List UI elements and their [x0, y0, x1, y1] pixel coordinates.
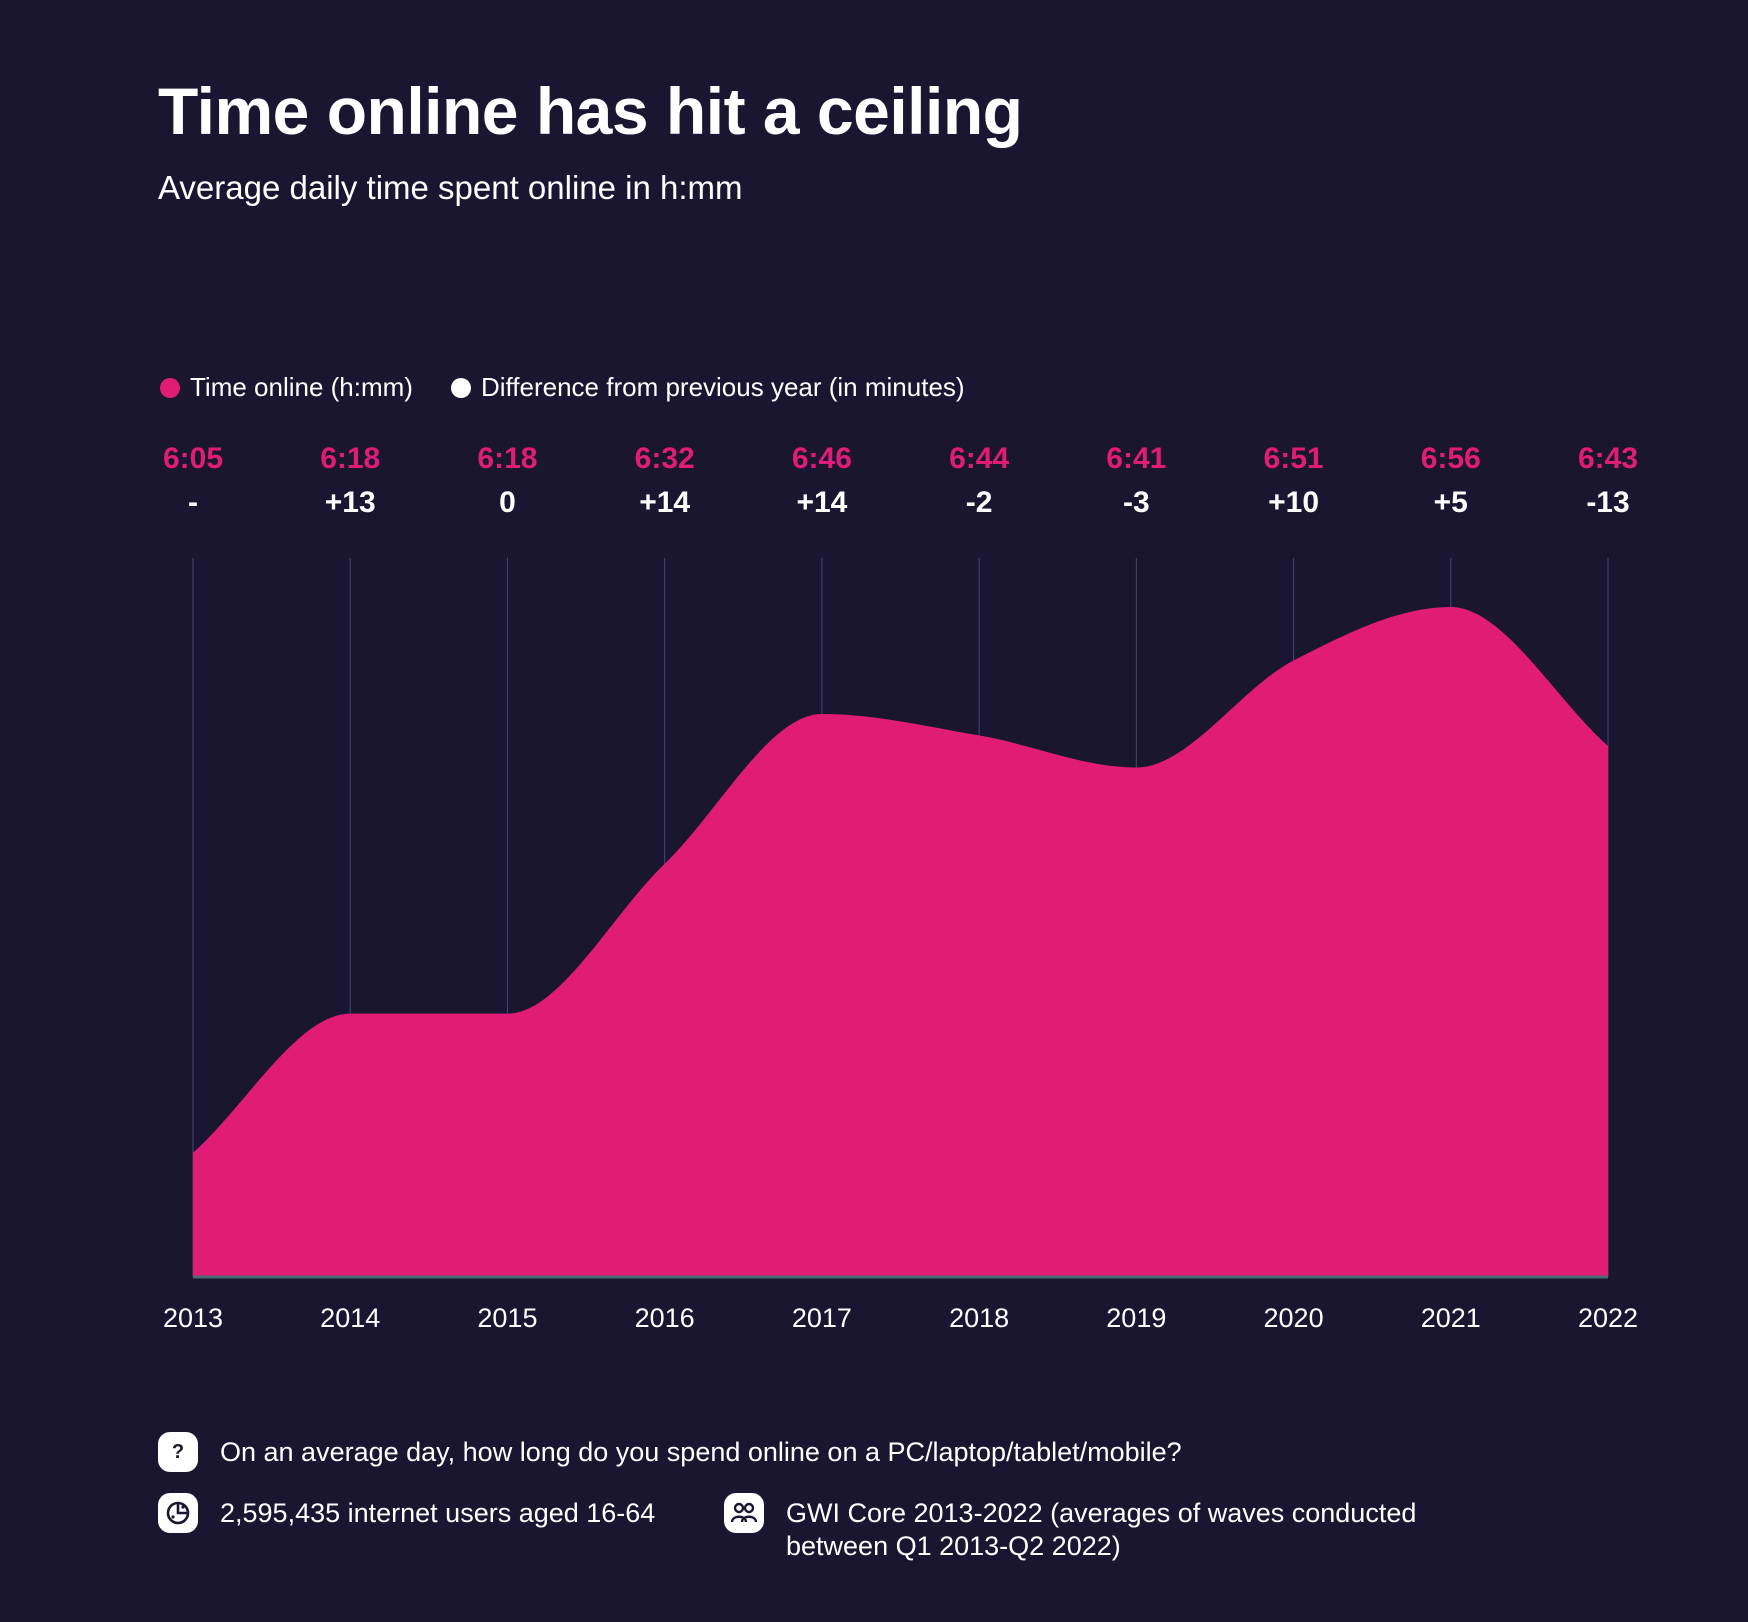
difference-label-2015: 0: [499, 486, 516, 519]
difference-label-2020: +10: [1268, 486, 1319, 519]
legend-label-time-online: Time online (h:mm): [190, 372, 413, 402]
x-tick-label-2018: 2018: [949, 1303, 1009, 1333]
data-source-line-2: between Q1 2013-Q2 2022): [786, 1531, 1121, 1561]
difference-label-2014: +13: [325, 486, 376, 519]
value-label-2020: 6:51: [1264, 442, 1324, 475]
value-label-2015: 6:18: [477, 442, 537, 475]
sample-size: 2,595,435 internet users aged 16-64: [158, 1493, 656, 1533]
difference-label-2021: +5: [1434, 486, 1468, 519]
difference-label-2013: -: [188, 486, 198, 519]
area-time-online: [193, 607, 1608, 1277]
people-icon: [724, 1493, 764, 1533]
legend-item-time-online: Time online (h:mm): [160, 372, 413, 403]
value-label-2013: 6:05: [163, 442, 223, 475]
data-source-line-1: GWI Core 2013-2022 (averages of waves co…: [786, 1498, 1417, 1528]
value-label-2022: 6:43: [1578, 442, 1638, 475]
legend-swatch-difference: [450, 377, 471, 398]
legend-swatch-time-online: [160, 377, 180, 398]
x-tick-label-2013: 2013: [163, 1303, 223, 1333]
x-tick-label-2014: 2014: [320, 1303, 380, 1333]
difference-label-2019: -3: [1123, 486, 1150, 519]
difference-label-2018: -2: [966, 486, 993, 519]
value-label-2017: 6:46: [792, 442, 852, 475]
x-tick-label-2019: 2019: [1106, 1303, 1166, 1333]
globe-icon: [158, 1493, 198, 1533]
legend: Time online (h:mm) Difference from previ…: [160, 372, 965, 403]
x-tick-label-2017: 2017: [792, 1303, 852, 1333]
x-tick-label-2016: 2016: [635, 1303, 695, 1333]
difference-label-2017: +14: [796, 486, 847, 519]
x-tick-label-2022: 2022: [1578, 1303, 1638, 1333]
legend-item-difference: Difference from previous year (in minute…: [450, 372, 965, 403]
value-label-2021: 6:56: [1421, 442, 1481, 475]
value-label-2018: 6:44: [949, 442, 1009, 475]
data-source: GWI Core 2013-2022 (averages of waves co…: [724, 1493, 1417, 1563]
question-icon: ?: [158, 1432, 198, 1472]
difference-label-2016: +14: [639, 486, 690, 519]
legend-label-difference: Difference from previous year (in minute…: [480, 372, 965, 402]
value-label-2019: 6:41: [1106, 442, 1166, 475]
x-tick-label-2021: 2021: [1421, 1303, 1481, 1333]
value-label-2014: 6:18: [320, 442, 380, 475]
difference-label-2022: -13: [1586, 486, 1629, 519]
survey-question: ? On an average day, how long do you spe…: [158, 1432, 1182, 1472]
survey-question-text: On an average day, how long do you spend…: [220, 1437, 1182, 1467]
sample-size-text: 2,595,435 internet users aged 16-64: [220, 1498, 656, 1528]
chart-subtitle: Average daily time spent online in h:mm: [158, 169, 743, 206]
value-label-2016: 6:32: [635, 442, 695, 475]
x-tick-label-2020: 2020: [1264, 1303, 1324, 1333]
chart-title: Time online has hit a ceiling: [158, 74, 1023, 148]
x-tick-label-2015: 2015: [477, 1303, 537, 1333]
